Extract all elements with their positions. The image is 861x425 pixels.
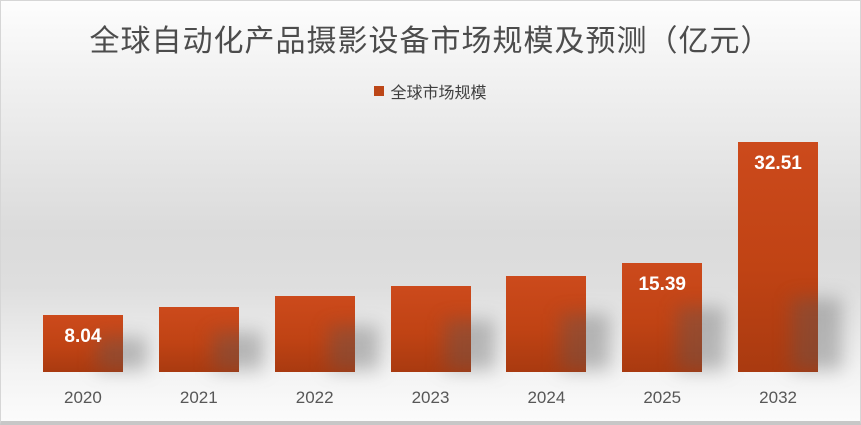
bar-group: 15.39	[604, 263, 720, 372]
bar-value-label: 15.39	[638, 274, 686, 295]
bar-2025[interactable]: 15.39	[622, 263, 703, 372]
legend-label: 全球市场规模	[390, 85, 487, 102]
plot: 8.04 15.39 32.51	[25, 1, 836, 372]
bar-group: 8.04	[25, 315, 141, 372]
bar-group	[488, 276, 604, 372]
bar-2021[interactable]	[158, 307, 239, 372]
legend-swatch-icon	[374, 86, 385, 96]
bar-group	[257, 296, 373, 372]
bar-2032[interactable]: 32.51	[738, 142, 819, 372]
bar-group	[373, 286, 489, 372]
bar-2024[interactable]	[506, 276, 587, 372]
x-axis-label-2032: 2032	[759, 388, 797, 407]
x-axis-label-2022: 2022	[295, 388, 334, 407]
bar-2020[interactable]: 8.04	[42, 315, 123, 372]
x-axis-label-2020: 2020	[64, 388, 102, 407]
bar-2022[interactable]	[274, 296, 355, 372]
bar-group	[141, 307, 257, 372]
x-axis-label-2023: 2023	[411, 388, 450, 407]
x-axis-label-2024: 2024	[527, 388, 566, 407]
bar-2023[interactable]	[390, 286, 471, 372]
x-axis-label-2025: 2025	[643, 388, 682, 407]
x-axis-label-2021: 2021	[179, 388, 218, 407]
x-axis: 2020 2021 2022 2023 2024 2025 2032	[25, 388, 836, 408]
chart-title: 全球自动化产品摄影设备市场规模及预测（亿元）	[89, 25, 772, 58]
legend[interactable]: 全球市场规模	[1, 79, 860, 103]
bar-value-label: 8.04	[64, 326, 102, 347]
bar-value-label: 32.51	[754, 153, 802, 174]
bar-group: 32.51	[720, 142, 836, 372]
